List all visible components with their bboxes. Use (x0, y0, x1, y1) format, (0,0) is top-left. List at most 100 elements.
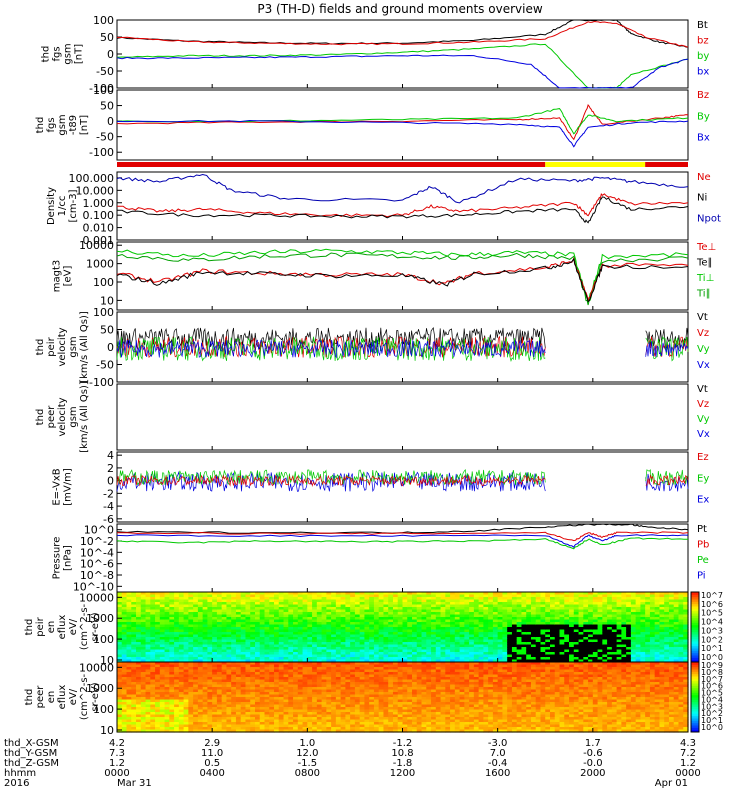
series-line-bx (117, 55, 688, 88)
y-label-line: [mV/m] (63, 468, 74, 506)
flag-segment-red (117, 162, 545, 167)
legend-entry: bz (697, 36, 709, 47)
y-axis-label: E=-VxB[mV/m] (52, 468, 74, 506)
y-tick-label: 0 (107, 341, 114, 354)
legend-entry: Te⊥ (696, 242, 716, 253)
y-label-line: velocity (57, 397, 68, 436)
y-label-line: thd (35, 117, 46, 134)
y-label-line: eflux (57, 615, 68, 640)
y-tick-label: 100 (93, 14, 114, 27)
y-tick-label: -100 (89, 376, 114, 389)
legend-entry: Vz (697, 399, 709, 410)
panel-density: 100.00010.0001.0000.1000.0100.001Density… (46, 172, 721, 247)
legend-entry: Ti⊥ (696, 273, 714, 284)
legend-entry: Pt (697, 524, 707, 535)
y-label-line: 1/cc (57, 196, 68, 217)
colorbar-tick-label: 10^3 (701, 626, 723, 635)
y-axis-label: magt3[eV] (52, 260, 74, 293)
y-label-line: peir (35, 616, 46, 636)
colorbar-tick-label: 10^1 (701, 644, 723, 653)
legend: Te⊥Te∥Ti⊥Ti∥ (696, 242, 716, 300)
panel-frame (117, 90, 688, 160)
y-label-line: fgs (46, 117, 57, 132)
legend-entry: Npot (697, 213, 721, 224)
panel-frame (117, 20, 688, 88)
y-tick-label: 0.010 (83, 222, 115, 235)
legend-entry: Vx (697, 429, 710, 440)
y-tick-label: 100 (93, 306, 114, 319)
series-line-Npot (117, 175, 688, 203)
figure-title: P3 (TH-D) fields and ground moments over… (257, 2, 542, 16)
y-tick-label: 10.000 (76, 184, 115, 197)
y-label-line: Density (46, 187, 57, 225)
y-tick-label: 10000 (79, 239, 114, 252)
flag-segment-red (645, 162, 688, 167)
legend: Bt bz by bx (697, 20, 709, 78)
y-tick-label: 50 (100, 100, 114, 113)
legend-entry: By (697, 111, 710, 122)
y-tick-label: 50 (100, 324, 114, 337)
legend-entry: Pe (697, 555, 709, 566)
y-label-line: [nPa] (63, 545, 74, 571)
legend-entry: by (697, 51, 709, 62)
legend-entry: Bt (697, 20, 708, 31)
y-tick-label: 0 (107, 475, 114, 488)
y-label-line: thd (35, 409, 46, 426)
panel-frame (117, 524, 688, 592)
y-tick-label: 50 (100, 31, 114, 44)
legend-entry: Vt (697, 384, 708, 395)
legend-entry: Pi (697, 571, 706, 582)
y-tick-label: 100 (93, 84, 114, 97)
panel-pressure: 10^010^-210^-410^-610^-810^-10Pressure[n… (52, 524, 710, 594)
series-line-by (117, 44, 688, 88)
series-line-Te∥ (117, 259, 688, 302)
series-line-Pe (117, 538, 688, 549)
y-label-line: (cm^2-s- (79, 603, 90, 650)
y-label-line: [cm-3] (68, 189, 79, 222)
y-tick-label: -50 (96, 65, 114, 78)
y-label-line: eV/ (68, 618, 79, 635)
legend-entry: Vt (697, 312, 708, 323)
y-label-line: gsm (68, 406, 79, 427)
y-label-line: gsm (68, 336, 79, 357)
y-tick-label: -100 (89, 146, 114, 159)
colorbar-tick-label: 10^2 (701, 635, 723, 644)
y-axis-label: Pressure[nPa] (52, 537, 74, 580)
y-label-line: E=-VxB (52, 468, 63, 505)
y-label-line: peir (46, 336, 57, 356)
y-tick-label: 100.000 (69, 172, 115, 185)
y-tick-label: 1.000 (83, 197, 115, 210)
legend-entry: Ne (697, 172, 711, 183)
y-label-line: Pressure (52, 537, 63, 580)
panel-frame (117, 384, 688, 450)
colorbar-tick-label: 10^7 (701, 591, 723, 600)
y-tick-label: -50 (96, 359, 114, 372)
legend-entry: Vx (697, 360, 710, 371)
panel-frame (117, 172, 688, 240)
y-tick-label: 4 (107, 449, 114, 462)
y-label-line: [nT] (74, 44, 85, 64)
colorbar-tick-label: 10^6 (701, 600, 723, 609)
y-tick-label: -2 (103, 487, 114, 500)
legend-entry: Vy (697, 344, 710, 355)
legend-entry: bx (697, 67, 709, 78)
legend-entry: Ex (697, 495, 709, 506)
legend-entry: Ey (697, 473, 709, 484)
y-label-line: [km/s (All Qs)] (79, 381, 90, 453)
